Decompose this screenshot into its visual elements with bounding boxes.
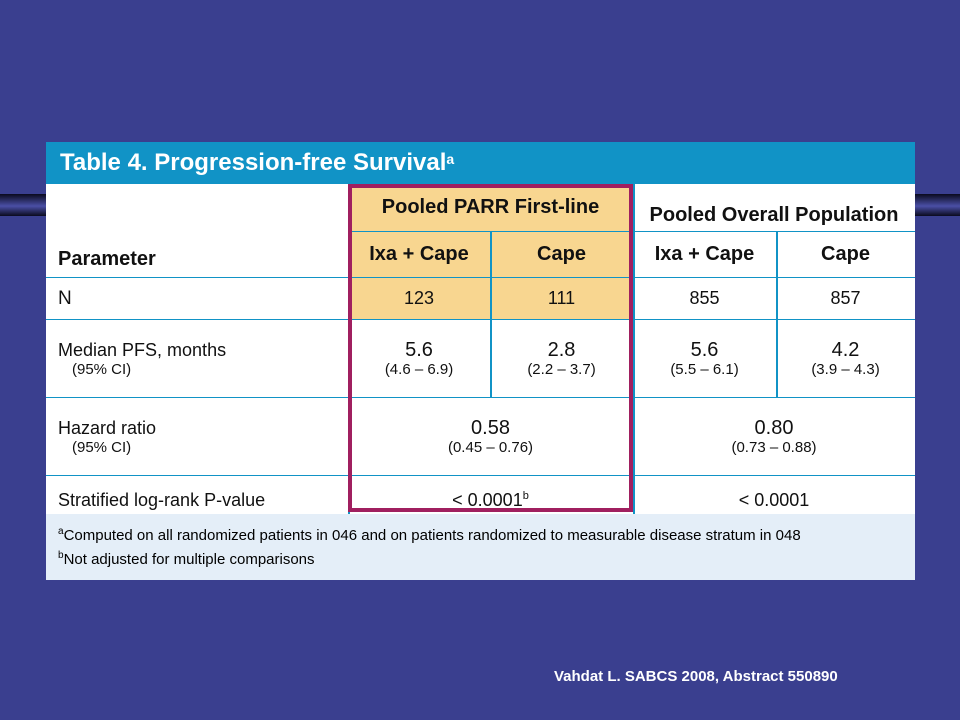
divider-vertical [633, 184, 635, 514]
divider-vertical [348, 184, 350, 514]
table-title-text: Table 4. Progression-free Survival [60, 149, 447, 176]
col-header-parameter: Parameter [46, 184, 348, 278]
row-label-pvalue: Stratified log-rank P-value [58, 489, 266, 510]
cell-n-2: 111 [490, 278, 633, 320]
cell-pvalue-overall: < 0.0001 [738, 489, 810, 510]
group-header-overall: Pooled Overall Population [633, 184, 915, 232]
footnote-a: aComputed on all randomized patients in … [58, 526, 801, 544]
row-label-pfs: Median PFS, months (95% CI) [46, 320, 348, 398]
table-panel: Table 4. Progression-free Survivala Para… [46, 142, 915, 580]
footnote-b: bNot adjusted for multiple comparisons [58, 550, 315, 568]
divider-vertical [490, 232, 492, 398]
cell-n-1: 123 [348, 278, 490, 320]
table-footnotes: aComputed on all randomized patients in … [46, 514, 915, 580]
row-label-hr: Hazard ratio (95% CI) [46, 398, 348, 476]
cell-hr-overall: 0.80 (0.73 – 0.88) [633, 398, 915, 476]
cell-n-4: 857 [776, 278, 915, 320]
row-label-n: N [46, 278, 348, 320]
table-grid: Parameter Pooled PARR First-line Pooled … [46, 184, 915, 556]
cell-pvalue-parr: < 0.0001b [452, 489, 529, 510]
cell-n-3: 855 [633, 278, 776, 320]
group-header-parr: Pooled PARR First-line [348, 184, 633, 232]
col-header-ixa-cape-parr: Ixa + Cape [348, 232, 490, 278]
col-header-cape-overall: Cape [776, 232, 915, 278]
divider-vertical [776, 232, 778, 398]
cell-pfs-3: 5.6 (5.5 – 6.1) [633, 320, 776, 398]
cell-pfs-1: 5.6 (4.6 – 6.9) [348, 320, 490, 398]
cell-pfs-4: 4.2 (3.9 – 4.3) [776, 320, 915, 398]
left-decor-bar [0, 194, 50, 216]
title-footnote-mark: a [446, 151, 455, 167]
col-header-ixa-cape-overall: Ixa + Cape [633, 232, 776, 278]
cell-pfs-2: 2.8 (2.2 – 3.7) [490, 320, 633, 398]
table-title: Table 4. Progression-free Survivala [46, 142, 915, 184]
pvalue-footnote-mark: b [522, 489, 529, 502]
col-header-cape-parr: Cape [490, 232, 633, 278]
cell-hr-parr: 0.58 (0.45 – 0.76) [348, 398, 633, 476]
citation: Vahdat L. SABCS 2008, Abstract 550890 [554, 668, 838, 685]
right-decor-bar [910, 194, 960, 216]
